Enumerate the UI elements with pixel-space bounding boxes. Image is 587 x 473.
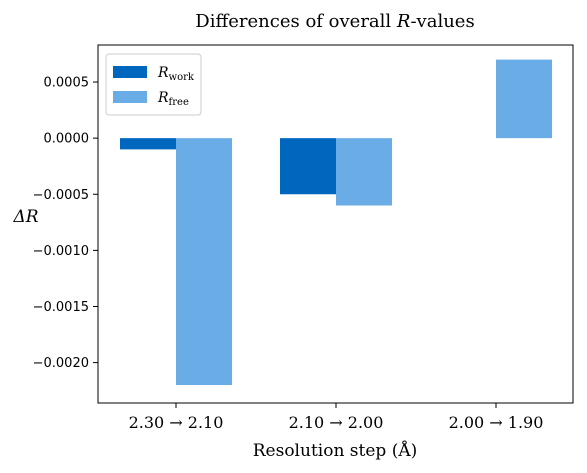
- y-tick-label: −0.0015: [33, 300, 89, 315]
- y-tick-label: −0.0020: [33, 356, 89, 371]
- legend-label-work: Rwork: [157, 65, 195, 83]
- bar-free-2: [496, 59, 552, 139]
- y-tick-label: −0.0010: [33, 244, 89, 259]
- legend-swatch-free: [113, 91, 147, 103]
- bar-work-1: [280, 138, 336, 195]
- y-tick-label: 0.0000: [44, 132, 90, 147]
- bars-group: [120, 59, 552, 386]
- bar-work-0: [120, 138, 176, 150]
- x-tick-label: 2.10 → 2.00: [289, 413, 384, 432]
- legend-swatch-work: [113, 66, 147, 78]
- y-tick-label: −0.0005: [33, 188, 89, 203]
- chart-title: Differences of overall R-values: [195, 11, 474, 32]
- x-tick-label: 2.00 → 1.90: [449, 413, 544, 432]
- y-tick-label: 0.0005: [44, 76, 90, 91]
- legend-label-free: Rfree: [157, 90, 189, 108]
- bar-free-1: [336, 138, 392, 206]
- x-ticks: 2.30 → 2.10 2.10 → 2.00 2.00 → 1.90: [129, 403, 544, 432]
- x-axis-label: Resolution step (Å): [253, 440, 418, 461]
- y-axis-label: ΔR: [12, 207, 38, 227]
- x-tick-label: 2.30 → 2.10: [129, 413, 224, 432]
- y-ticks: 0.0005 0.0000 −0.0005 −0.0010 −0.0015 −0.0020: [33, 76, 98, 371]
- legend: Rwork Rfree: [105, 53, 202, 116]
- bar-free-0: [176, 138, 232, 386]
